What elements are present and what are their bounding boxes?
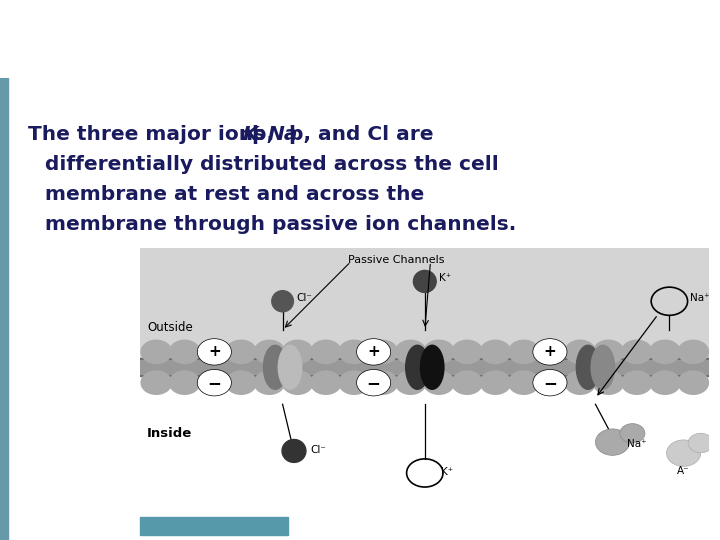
Circle shape xyxy=(678,340,709,364)
Circle shape xyxy=(593,370,624,395)
Text: The three major ions: The three major ions xyxy=(28,125,272,144)
Circle shape xyxy=(310,370,342,395)
Text: K⁺: K⁺ xyxy=(439,273,451,283)
Text: Inside: Inside xyxy=(147,427,192,440)
Ellipse shape xyxy=(264,345,287,389)
Circle shape xyxy=(593,340,624,364)
Circle shape xyxy=(621,340,652,364)
Ellipse shape xyxy=(420,345,444,389)
Bar xyxy=(140,360,709,374)
Text: K⁺: K⁺ xyxy=(441,467,453,477)
Circle shape xyxy=(140,340,172,364)
Text: þ,: þ, xyxy=(252,125,281,144)
Text: Outside: Outside xyxy=(147,321,193,334)
Circle shape xyxy=(356,369,391,396)
Circle shape xyxy=(310,340,342,364)
Circle shape xyxy=(536,340,568,364)
Bar xyxy=(0,78,8,540)
Circle shape xyxy=(621,370,652,395)
Bar xyxy=(140,248,709,372)
Bar xyxy=(140,357,709,376)
Circle shape xyxy=(140,370,172,395)
Text: Na⁺: Na⁺ xyxy=(690,293,710,303)
Text: +: + xyxy=(208,345,221,360)
Ellipse shape xyxy=(278,345,302,389)
Circle shape xyxy=(423,370,455,395)
Text: A⁻: A⁻ xyxy=(678,466,690,476)
Circle shape xyxy=(282,370,313,395)
Ellipse shape xyxy=(413,271,436,293)
Circle shape xyxy=(395,340,426,364)
Circle shape xyxy=(338,370,370,395)
Circle shape xyxy=(667,440,701,467)
Circle shape xyxy=(564,340,596,364)
Text: Passive Channels: Passive Channels xyxy=(348,255,445,265)
Text: differentially distributed across the cell: differentially distributed across the ce… xyxy=(45,156,499,174)
Circle shape xyxy=(536,370,568,395)
Circle shape xyxy=(197,339,231,365)
Circle shape xyxy=(620,424,645,443)
Text: +: + xyxy=(367,345,380,360)
Circle shape xyxy=(197,340,229,364)
Ellipse shape xyxy=(271,291,294,312)
Ellipse shape xyxy=(591,345,615,389)
Circle shape xyxy=(480,370,511,395)
Circle shape xyxy=(451,340,483,364)
Text: membrane at rest and across the: membrane at rest and across the xyxy=(45,185,424,204)
Text: K: K xyxy=(243,125,258,144)
Ellipse shape xyxy=(405,345,429,389)
Circle shape xyxy=(423,340,455,364)
Circle shape xyxy=(253,370,285,395)
Circle shape xyxy=(197,369,231,396)
Text: Electromotive Force Properties: Electromotive Force Properties xyxy=(11,22,498,50)
Circle shape xyxy=(678,370,709,395)
Text: Cl⁻: Cl⁻ xyxy=(310,445,325,455)
Text: −: − xyxy=(207,374,221,391)
Circle shape xyxy=(595,429,629,455)
Circle shape xyxy=(451,370,483,395)
Text: Na: Na xyxy=(268,125,299,144)
Circle shape xyxy=(253,340,285,364)
Circle shape xyxy=(508,370,539,395)
Circle shape xyxy=(225,370,257,395)
Text: +: + xyxy=(544,345,557,360)
Text: þ, and Cl are: þ, and Cl are xyxy=(289,125,433,144)
Text: membrane through passive ion channels.: membrane through passive ion channels. xyxy=(45,215,516,234)
Circle shape xyxy=(338,340,370,364)
Bar xyxy=(140,517,288,535)
Circle shape xyxy=(168,370,200,395)
Circle shape xyxy=(688,433,714,453)
Text: −: − xyxy=(543,374,557,391)
Text: Na⁺: Na⁺ xyxy=(626,440,647,449)
Text: Cl⁻: Cl⁻ xyxy=(297,293,312,303)
Circle shape xyxy=(395,370,426,395)
Circle shape xyxy=(366,340,398,364)
Circle shape xyxy=(168,340,200,364)
Circle shape xyxy=(225,340,257,364)
Ellipse shape xyxy=(282,440,306,462)
Circle shape xyxy=(533,339,567,365)
Circle shape xyxy=(508,340,539,364)
Ellipse shape xyxy=(576,345,600,389)
Text: −: − xyxy=(366,374,381,391)
Circle shape xyxy=(356,339,391,365)
Circle shape xyxy=(533,369,567,396)
Circle shape xyxy=(282,340,313,364)
Circle shape xyxy=(649,340,681,364)
Circle shape xyxy=(649,370,681,395)
Circle shape xyxy=(480,340,511,364)
Circle shape xyxy=(197,370,229,395)
Circle shape xyxy=(366,370,398,395)
Circle shape xyxy=(564,370,596,395)
